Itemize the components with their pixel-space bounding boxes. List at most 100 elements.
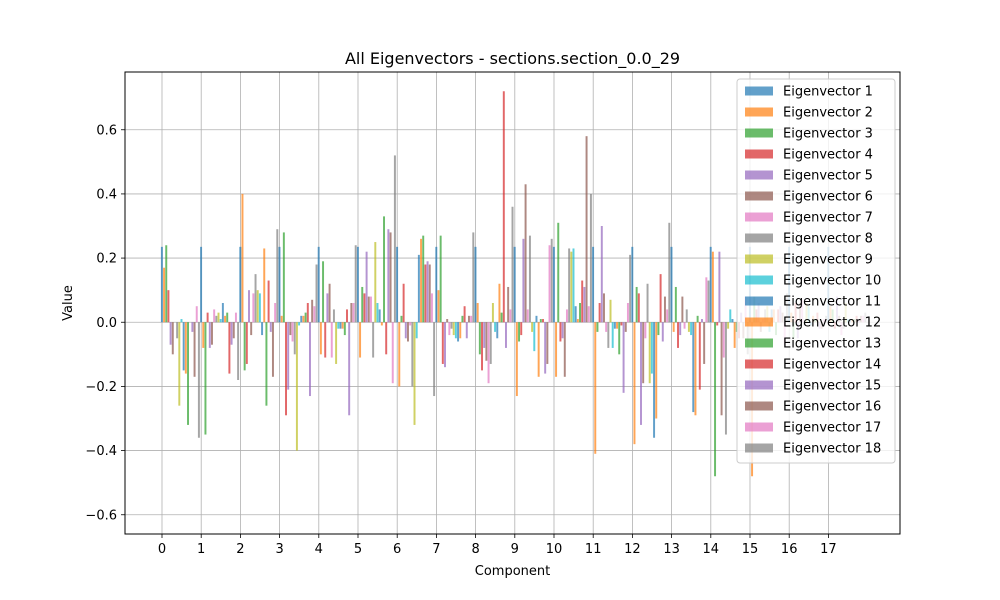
- bar: [367, 296, 370, 323]
- bar: [389, 232, 392, 323]
- bar: [263, 248, 266, 323]
- legend-swatch: [745, 338, 773, 348]
- bar: [393, 155, 396, 323]
- bar: [435, 246, 438, 323]
- bar: [618, 322, 621, 355]
- bar: [465, 322, 468, 339]
- legend-label: Eigenvector 18: [783, 442, 881, 457]
- bar: [520, 322, 523, 336]
- x-tick-label: 16: [781, 542, 798, 557]
- legend-swatch: [745, 359, 773, 369]
- ticks: −0.6−0.4−0.20.00.20.40.60 1 2 3 4 5 6 7 8 9 10 11 12…: [85, 123, 836, 557]
- legend-swatch: [745, 422, 773, 432]
- bar: [583, 286, 586, 323]
- y-tick-label: 0.6: [96, 123, 117, 138]
- bar: [498, 283, 501, 323]
- bar: [576, 319, 579, 323]
- bar: [391, 322, 394, 384]
- legend-swatch: [745, 275, 773, 285]
- bar: [557, 222, 560, 323]
- bar: [409, 322, 412, 326]
- x-tick-label: 8: [471, 542, 479, 557]
- bar: [452, 322, 455, 336]
- bar: [600, 226, 603, 323]
- bar: [346, 309, 348, 323]
- bar: [605, 322, 608, 332]
- bar: [211, 322, 213, 345]
- bar: [267, 280, 270, 323]
- bar: [659, 274, 662, 323]
- bar: [256, 290, 259, 323]
- bar: [620, 322, 623, 326]
- bar: [261, 322, 264, 336]
- x-tick-label: 4: [315, 542, 323, 557]
- bar: [160, 246, 163, 323]
- series-15: [191, 229, 860, 416]
- bar: [733, 322, 736, 348]
- bar: [563, 322, 566, 377]
- bar: [616, 322, 619, 329]
- bar: [463, 306, 466, 323]
- x-axis-label: Component: [475, 564, 550, 579]
- bar: [661, 322, 664, 342]
- bar: [624, 322, 627, 332]
- bar: [522, 238, 525, 323]
- bar: [337, 322, 340, 329]
- bar: [313, 306, 316, 323]
- legend-item: Eigenvector 3: [745, 127, 873, 142]
- bar: [581, 280, 584, 323]
- bar: [565, 309, 568, 323]
- bar: [171, 322, 174, 355]
- bar: [293, 322, 296, 355]
- bar: [528, 235, 531, 323]
- bar: [215, 315, 218, 323]
- bar: [176, 322, 179, 339]
- bar: [271, 322, 274, 377]
- legend-swatch: [745, 317, 773, 327]
- bar: [232, 322, 235, 339]
- bar: [474, 246, 477, 323]
- bar: [191, 322, 194, 332]
- legend-label: Eigenvector 1: [783, 85, 873, 100]
- legend-item: Eigenvector 17: [745, 421, 881, 436]
- bar: [428, 264, 431, 323]
- bar: [687, 322, 690, 332]
- bar: [531, 322, 534, 332]
- bar: [339, 322, 342, 329]
- bar: [502, 91, 505, 323]
- legend-label: Eigenvector 5: [783, 169, 873, 184]
- bar: [642, 322, 645, 384]
- bar: [677, 322, 679, 348]
- legend-label: Eigenvector 3: [783, 127, 873, 142]
- bar: [450, 322, 453, 329]
- bar: [285, 322, 287, 416]
- bar: [182, 322, 185, 371]
- legend-label: Eigenvector 14: [783, 358, 881, 373]
- bar: [332, 309, 335, 323]
- bar: [711, 251, 714, 323]
- bar: [219, 319, 222, 323]
- bar: [304, 312, 307, 323]
- series-18: [197, 155, 867, 438]
- x-tick-label: 6: [393, 542, 401, 557]
- bar: [269, 322, 272, 332]
- bar: [184, 322, 187, 374]
- bar: [426, 261, 429, 323]
- series-8: [176, 235, 845, 435]
- legend-swatch: [745, 254, 773, 264]
- bar: [433, 322, 436, 397]
- bar: [653, 322, 656, 438]
- legend-label: Eigenvector 12: [783, 316, 881, 331]
- bar: [524, 184, 527, 323]
- bar: [254, 274, 257, 323]
- bar: [579, 303, 581, 323]
- bar: [363, 293, 366, 323]
- bar: [533, 322, 536, 352]
- legend-item: Eigenvector 4: [745, 148, 873, 163]
- bar: [165, 245, 168, 323]
- legend-box: [736, 78, 896, 464]
- y-tick-label: −0.4: [85, 444, 117, 459]
- bar: [300, 315, 303, 323]
- bar: [609, 299, 612, 323]
- bar: [439, 235, 442, 323]
